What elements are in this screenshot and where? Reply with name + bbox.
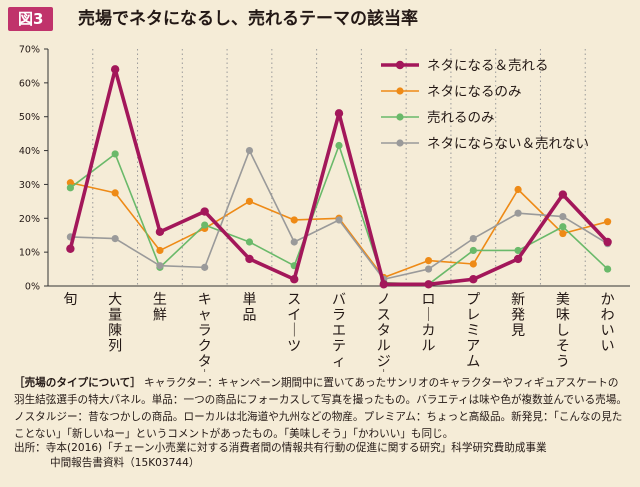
data-point (245, 254, 254, 264)
data-point (379, 280, 388, 289)
data-point (201, 221, 209, 229)
x-category-label: 大量陳列 (108, 292, 122, 355)
data-point (334, 109, 344, 118)
data-point (200, 207, 209, 216)
data-point (469, 235, 477, 243)
data-point (604, 218, 612, 226)
data-point (201, 263, 209, 271)
data-point (290, 238, 298, 246)
chart-notes: ［売場のタイプについて］ キャラクター：キャンペーン期間中に置いてあったサンリオ… (14, 375, 628, 443)
legend-label: ネタになるのみ (427, 84, 522, 100)
notes-heading: ［売場のタイプについて］ (14, 377, 141, 389)
y-tick-label: 20% (19, 214, 40, 225)
data-point (469, 246, 477, 255)
y-tick-label: 10% (19, 248, 40, 259)
x-category-label: かわいい (601, 292, 615, 355)
y-tick-label: 30% (19, 180, 40, 191)
chart-area: 0% 10% 20% 30% 40% 50% 60% 70% 旬 大量陳列 生鮮 キャラクタ｜ 単品スイ… (0, 36, 640, 386)
data-point (424, 257, 433, 265)
data-point (245, 197, 254, 205)
data-point (245, 146, 254, 155)
data-point (155, 227, 165, 237)
data-point (335, 216, 343, 224)
data-point (559, 229, 567, 238)
legend-label: ネタにならない＆売れない (427, 136, 589, 152)
legend-label: ネタになる＆売れる (427, 58, 549, 74)
figure-badge: 図3 (8, 7, 54, 31)
series-line (68, 67, 609, 287)
legend-marker (396, 113, 404, 121)
legend-marker (396, 139, 404, 147)
x-category-label: バラエティ (332, 292, 346, 370)
data-point (424, 265, 433, 273)
data-point (514, 246, 522, 255)
y-tick-label: 70% (19, 45, 40, 56)
data-point (111, 235, 119, 243)
data-point (604, 265, 612, 273)
data-point (156, 262, 164, 270)
x-category-label: スイ｜ツ (287, 292, 301, 355)
figure-header: 図3 売場でネタになるし、売れるテーマの該当率 (0, 0, 640, 36)
y-tick-label: 0% (25, 282, 40, 293)
y-tick-label: 40% (19, 146, 40, 157)
data-point (424, 280, 433, 289)
source-citation: 出所：寺本(2016)「チェーン小売業に対する消費者間の情報共有行動の促進に関す… (14, 441, 628, 471)
legend-label: 売れるのみ (427, 110, 495, 126)
x-category-label: 美味しそう (556, 292, 570, 370)
source-line-1: 出所：寺本(2016)「チェーン小売業に対する消費者間の情報共有行動の促進に関す… (14, 442, 547, 454)
x-category-label: キャラクタ｜ (198, 292, 212, 372)
data-point (111, 189, 119, 197)
legend-marker (395, 60, 405, 70)
notes-text: キャラクター：キャンペーン期間中に置いてあったサンリオのキャラクターやフィギュア… (14, 377, 627, 440)
x-category-label: 新発見 (511, 292, 525, 339)
data-point (469, 275, 478, 284)
y-tick-label: 60% (19, 78, 40, 89)
data-point (66, 179, 74, 187)
x-category-label: ロ｜カル (422, 292, 436, 355)
data-point (603, 237, 612, 247)
data-point (469, 260, 477, 268)
data-point (290, 275, 299, 284)
data-point (514, 185, 522, 194)
data-point (513, 254, 523, 264)
data-point (111, 150, 119, 158)
figure-title: 売場でネタになるし、売れるテーマの該当率 (78, 9, 418, 29)
x-category-label: ノスタルジ｜ (377, 292, 391, 372)
data-point (559, 212, 567, 221)
y-tick-label: 50% (19, 112, 40, 123)
data-point (558, 190, 568, 199)
x-category-label: 単品 (242, 292, 256, 324)
x-category-label: 生鮮 (153, 292, 167, 324)
data-point (156, 246, 164, 255)
data-point (559, 223, 567, 231)
data-point (514, 209, 522, 217)
line-chart: 0% 10% 20% 30% 40% 50% 60% 70% 旬 大量陳列 生鮮 キャラクタ｜ 単品スイ… (19, 45, 630, 386)
data-point (66, 244, 75, 253)
source-line-2: 中間報告書資料（15K03744） (50, 457, 200, 469)
data-point (335, 141, 343, 150)
data-point (290, 216, 298, 224)
data-point (245, 238, 254, 246)
data-point (110, 65, 120, 74)
x-category-label: 旬 (63, 292, 77, 308)
legend-marker (396, 87, 404, 95)
x-category-label: プレミアム (466, 292, 480, 370)
data-point (66, 184, 74, 192)
